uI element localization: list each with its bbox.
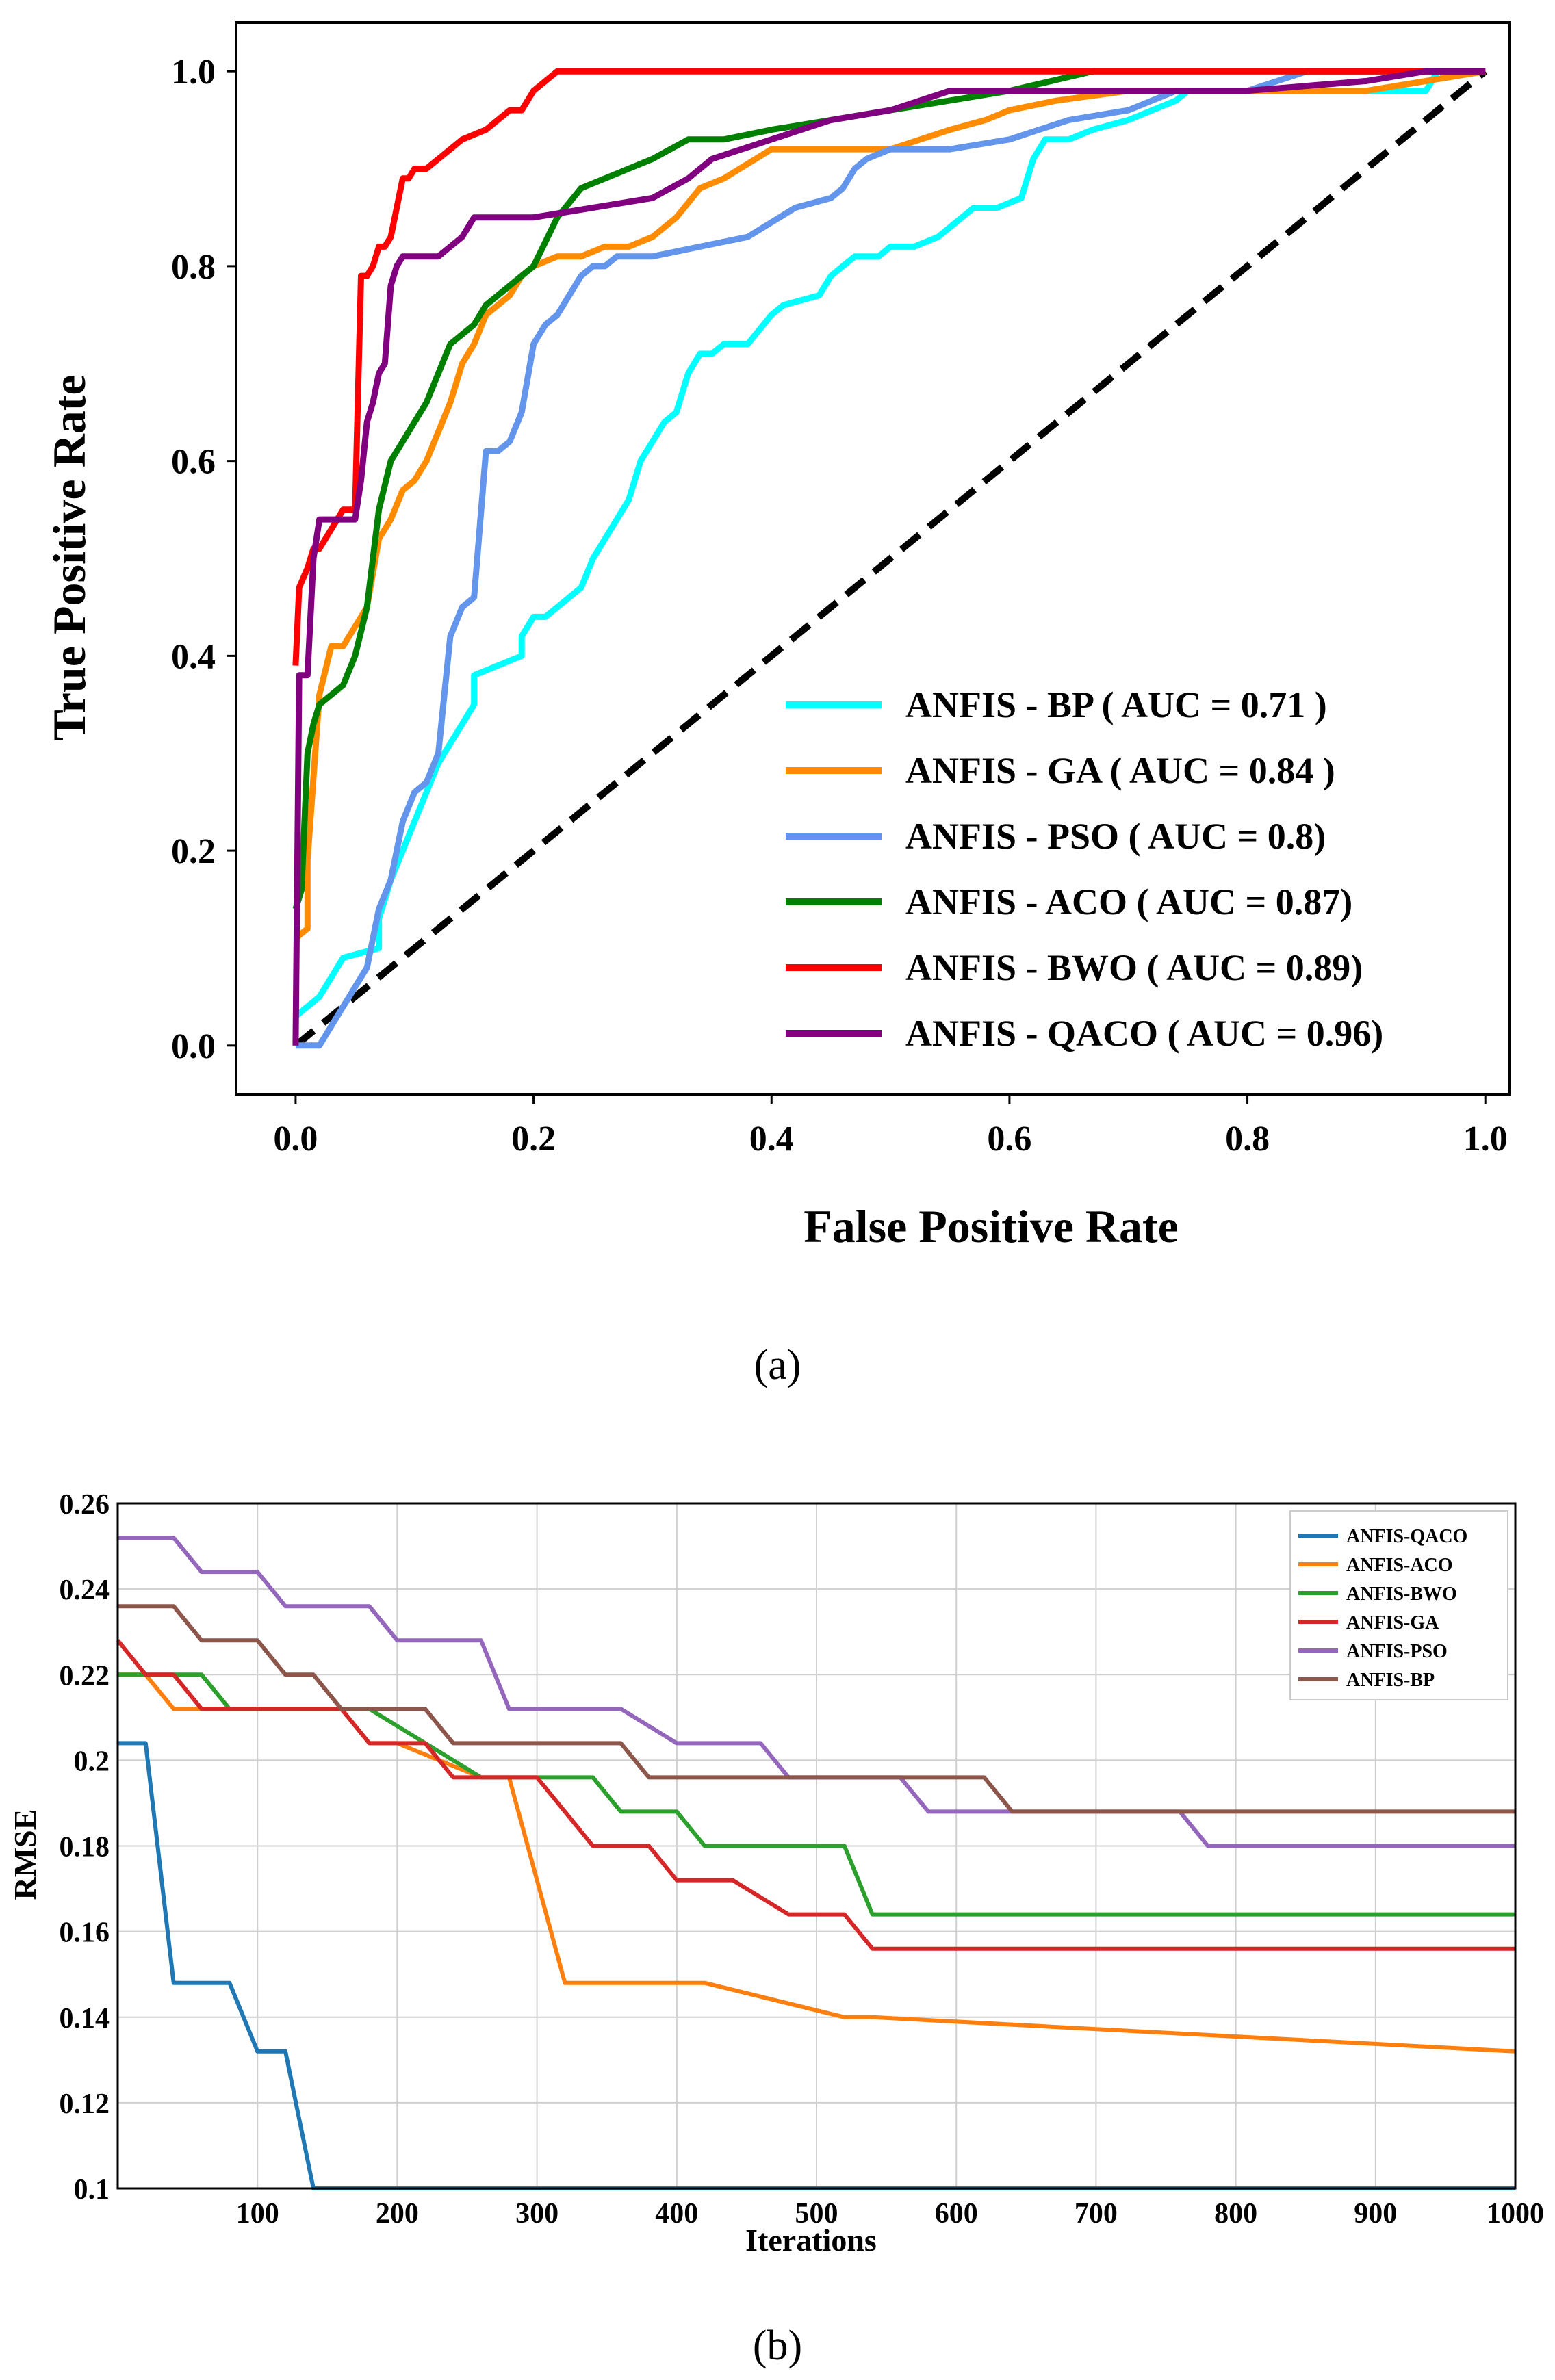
roc-series-line-1 bbox=[294, 68, 1486, 941]
roc-legend-label: ANFIS - QACO ( AUC = 0.96) bbox=[905, 1013, 1383, 1054]
rmse-legend: ANFIS-QACO ANFIS-ACO ANFIS-BWO ANFIS-GA ANFI… bbox=[1289, 1510, 1508, 1700]
rmse-x-tick-label: 300 bbox=[515, 2198, 558, 2229]
rmse-chart: 100 200 300 400 500 600 700 800 900 1000 0.1 0.12 0.… bbox=[8, 1489, 1544, 2258]
rmse-y-tick-label: 0.14 bbox=[60, 2003, 110, 2034]
rmse-x-tick-label: 900 bbox=[1354, 2198, 1397, 2229]
roc-diagonal bbox=[293, 68, 1488, 1048]
roc-series-line-2 bbox=[295, 68, 1486, 1049]
roc-y-axis-label: True Positive Rate bbox=[43, 374, 95, 740]
rmse-x-tick-label: 1000 bbox=[1487, 2198, 1544, 2229]
rmse-y-tick-label: 0.12 bbox=[60, 2088, 110, 2120]
roc-legend-label: ANFIS - ACO ( AUC = 0.87) bbox=[905, 881, 1352, 922]
roc-series-line-0 bbox=[294, 68, 1486, 1019]
roc-x-axis-label: False Positive Rate bbox=[804, 1200, 1179, 1252]
rmse-series-line-3 bbox=[116, 1639, 1515, 1951]
roc-x-tick-label: 0.2 bbox=[511, 1120, 556, 1159]
rmse-legend-label: ANFIS-QACO bbox=[1346, 1526, 1467, 1547]
rmse-y-tick-label: 0.26 bbox=[60, 1489, 110, 1521]
rmse-plot-frame bbox=[116, 1502, 1517, 2190]
rmse-ticks: 100 200 300 400 500 600 700 800 900 1000 0.1 0.12 0.… bbox=[60, 1489, 1545, 2229]
roc-y-tick-label: 0.6 bbox=[171, 443, 216, 482]
roc-y-tick-label: 0.0 bbox=[171, 1027, 216, 1066]
roc-plot-frame bbox=[235, 21, 1511, 1096]
rmse-series-line-5 bbox=[118, 1604, 1515, 1814]
rmse-x-tick-label: 800 bbox=[1214, 2198, 1257, 2229]
roc-legend-label: ANFIS - PSO ( AUC = 0.8) bbox=[905, 816, 1326, 857]
roc-x-tick-label: 0.4 bbox=[749, 1120, 794, 1159]
rmse-legend-label: ANFIS-GA bbox=[1346, 1612, 1439, 1633]
roc-x-tick-label: 0.0 bbox=[273, 1120, 318, 1159]
roc-y-tick-label: 1.0 bbox=[171, 53, 216, 92]
rmse-legend-box bbox=[1289, 1510, 1508, 1700]
rmse-legend-label: ANFIS-ACO bbox=[1346, 1555, 1453, 1576]
rmse-x-tick-label: 600 bbox=[935, 2198, 978, 2229]
rmse-y-tick-label: 0.22 bbox=[60, 1660, 110, 1692]
rmse-x-tick-label: 200 bbox=[376, 2198, 419, 2229]
rmse-y-tick-label: 0.2 bbox=[74, 1746, 110, 1777]
roc-y-tick-label: 0.4 bbox=[171, 637, 216, 676]
caption-a: (a) bbox=[754, 1342, 801, 1388]
roc-series-line-5 bbox=[292, 68, 1486, 1046]
roc-diagonal-line bbox=[293, 68, 1488, 1048]
rmse-series-line-0 bbox=[118, 1741, 1515, 2190]
roc-y-tick-label: 0.2 bbox=[171, 832, 216, 871]
roc-x-tick-label: 0.6 bbox=[987, 1120, 1031, 1159]
rmse-x-tick-label: 100 bbox=[236, 2198, 279, 2229]
rmse-series-line-4 bbox=[118, 1536, 1515, 1848]
roc-legend-label: ANFIS - BP ( AUC = 0.71 ) bbox=[905, 684, 1327, 725]
rmse-series-group bbox=[116, 1536, 1516, 2190]
rmse-legend-label: ANFIS-BWO bbox=[1346, 1583, 1457, 1605]
roc-legend-label: ANFIS - GA ( AUC = 0.84 ) bbox=[905, 750, 1335, 791]
rmse-y-tick-label: 0.1 bbox=[74, 2174, 110, 2206]
rmse-y-tick-label: 0.18 bbox=[60, 1832, 110, 1863]
rmse-x-tick-label: 700 bbox=[1075, 2198, 1118, 2229]
rmse-y-tick-label: 0.24 bbox=[60, 1575, 110, 1606]
rmse-grid bbox=[118, 1503, 1516, 2189]
caption-b: (b) bbox=[753, 2323, 802, 2369]
rmse-legend-label: ANFIS-PSO bbox=[1346, 1641, 1448, 1662]
roc-series-group bbox=[292, 68, 1486, 1049]
rmse-x-axis-label: Iterations bbox=[745, 2223, 877, 2258]
roc-series-line-4 bbox=[292, 68, 1486, 666]
rmse-x-tick-label: 400 bbox=[655, 2198, 698, 2229]
roc-y-tick-label: 0.8 bbox=[171, 248, 216, 287]
rmse-legend-label: ANFIS-BP bbox=[1346, 1670, 1435, 1691]
rmse-y-axis-label: RMSE bbox=[8, 1809, 42, 1900]
rmse-x-tick-label: 500 bbox=[795, 2198, 838, 2229]
roc-x-tick-label: 1.0 bbox=[1463, 1120, 1508, 1159]
roc-ticks: 0.0 0.2 0.4 0.6 0.8 1.0 0.0 0.2 0.4 0.6 0.8 1.0 bbox=[171, 53, 1508, 1159]
roc-chart: 0.0 0.2 0.4 0.6 0.8 1.0 0.0 0.2 0.4 0.6 0.8 1.0 Fal… bbox=[43, 21, 1511, 1252]
roc-x-tick-label: 0.8 bbox=[1225, 1120, 1270, 1159]
roc-legend: ANFIS - BP ( AUC = 0.71 ) ANFIS - GA ( AU… bbox=[786, 684, 1383, 1054]
rmse-y-tick-label: 0.16 bbox=[60, 1917, 110, 1949]
roc-legend-label: ANFIS - BWO ( AUC = 0.89) bbox=[905, 947, 1363, 988]
